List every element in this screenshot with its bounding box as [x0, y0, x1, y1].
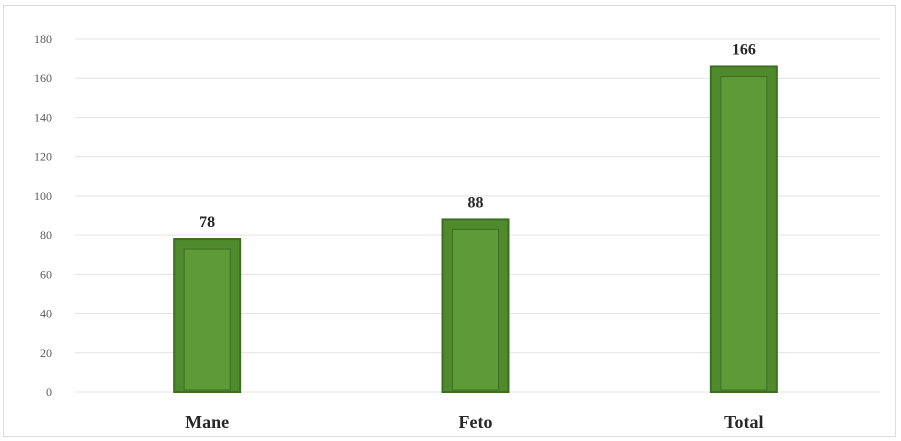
bar: [173, 238, 242, 393]
y-tick-label: 100: [34, 189, 52, 203]
data-labels: 78 88 166: [199, 41, 756, 231]
y-tick-label: 160: [34, 71, 52, 85]
bar: [441, 218, 510, 393]
y-tick-label: 140: [34, 110, 52, 124]
category-label: Total: [724, 412, 763, 432]
bar-inner-rect: [183, 248, 231, 391]
y-tick-label: 80: [40, 228, 52, 242]
bars: [173, 65, 778, 393]
data-label: 166: [732, 41, 756, 58]
data-label: 78: [199, 214, 215, 231]
category-labels: Mane Feto Total: [185, 412, 763, 432]
y-axis-tick-labels: 0 20 40 60 80 100 120 140 160 180: [34, 32, 52, 399]
category-label: Feto: [459, 412, 493, 432]
bar-inner-rect: [452, 228, 499, 391]
y-tick-label: 180: [34, 32, 52, 46]
bar-inner-rect: [720, 75, 768, 391]
y-tick-label: 0: [46, 385, 52, 399]
y-tick-label: 20: [40, 346, 52, 360]
category-label: Mane: [185, 412, 229, 432]
bar: [709, 65, 778, 393]
y-tick-label: 40: [40, 307, 52, 321]
y-tick-label: 60: [40, 267, 52, 281]
y-tick-label: 120: [34, 150, 52, 164]
data-label: 88: [468, 194, 484, 211]
